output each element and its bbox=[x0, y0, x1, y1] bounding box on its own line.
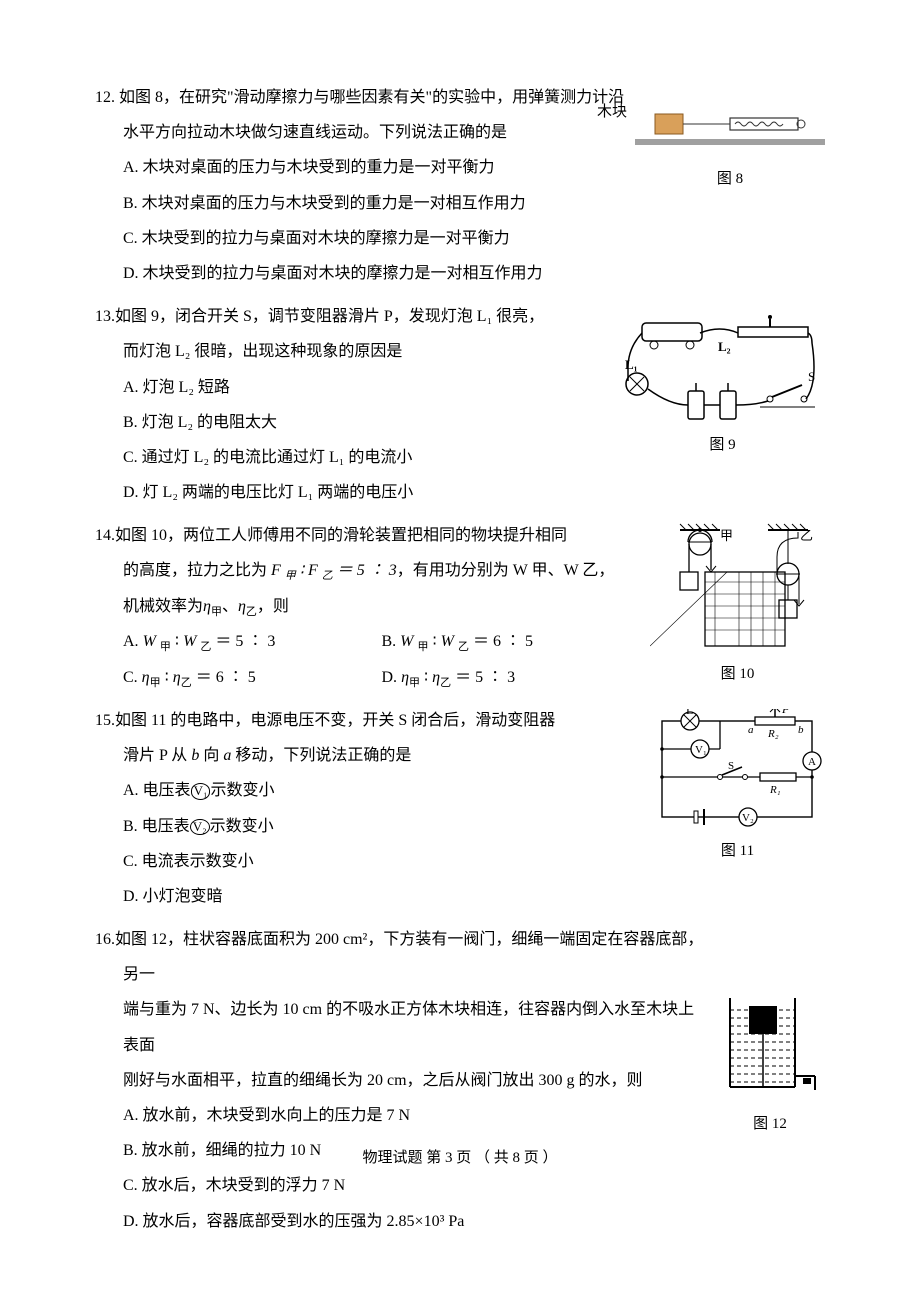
q15-stem1: 15.如图 11 的电路中，电源电压不变，开关 S 闭合后，滑动变阻器 bbox=[95, 703, 825, 738]
q15-optC: C. 电流表示数变小 bbox=[123, 844, 825, 879]
question-15: L P a b R₂ A V₁ S R₁ bbox=[95, 703, 825, 914]
q15-optA: A. 电压表V₁示数变小 bbox=[123, 773, 825, 808]
q14-stem1: 14.如图 10，两位工人师傅用不同的滑轮装置把相同的物块提升相同 bbox=[95, 518, 825, 553]
q14-optC: C. η甲 ∶ η乙 ＝ 6 ∶ 5 bbox=[123, 660, 382, 695]
q15-stem1-text: 如图 11 的电路中，电源电压不变，开关 S 闭合后，滑动变阻器 bbox=[115, 712, 555, 729]
q15-optD: D. 小灯泡变暗 bbox=[123, 879, 825, 914]
q13-stem1: 如图 9，闭合开关 S，调节变阻器滑片 P，发现灯泡 L₁ 很亮， bbox=[115, 308, 544, 325]
q13-optC: C. 通过灯 L₂ 的电流比通过灯 L₁ 的电流小 bbox=[123, 440, 825, 475]
q13-optA: A. 灯泡 L₂ 短路 bbox=[123, 370, 825, 405]
q14-stem2-expr: F 甲 ∶ F 乙 ＝ 5 ∶ 3 bbox=[271, 562, 397, 579]
question-16: 图 12 16.如图 12，柱状容器底面积为 200 cm²，下方装有一阀门，细… bbox=[95, 922, 825, 1239]
footer-pagenum: 3 bbox=[445, 1150, 453, 1166]
footer-prefix: 物理试题 第 bbox=[362, 1150, 441, 1166]
q12-optB: B. 木块对桌面的压力与木块受到的重力是一对相互作用力 bbox=[123, 186, 825, 221]
q16-optD: D. 放水后，容器底部受到水的压强为 2.85×10³ Pa bbox=[123, 1204, 825, 1239]
q12-stem: 12. 如图 8，在研究"滑动摩擦力与哪些因素有关"的实验中，用弹簧测力计沿水平… bbox=[95, 80, 825, 150]
q16-stem2: 端与重为 7 N、边长为 10 cm 的不吸水正方体木块相连，往容器内倒入水至木… bbox=[95, 992, 825, 1062]
q14-stem3: 机械效率为η甲、η乙，则 bbox=[95, 589, 825, 624]
q14-stem2: 的高度，拉力之比为 F 甲 ∶ F 乙 ＝ 5 ∶ 3，有用功分别为 W 甲、W… bbox=[95, 553, 825, 588]
q13-optB: B. 灯泡 L₂ 的电阻太大 bbox=[123, 405, 825, 440]
q15-stem2: 滑片 P 从 b 向 a 移动，下列说法正确的是 bbox=[95, 738, 825, 773]
q12-num: 12. bbox=[95, 89, 115, 106]
q16-stem3: 刚好与水面相平，拉直的细绳长为 20 cm，之后从阀门放出 300 g 的水，则 bbox=[95, 1063, 825, 1098]
q12-optD: D. 木块受到的拉力与桌面对木块的摩擦力是一对相互作用力 bbox=[123, 256, 825, 291]
question-12: 木块 图 8 12. 如图 8，在研究"滑动摩擦力与哪些因素有关"的实验中，用弹… bbox=[95, 80, 825, 291]
q16-stem1: 16.如图 12，柱状容器底面积为 200 cm²，下方装有一阀门，细绳一端固定… bbox=[95, 922, 825, 992]
q16-optC: C. 放水后，木块受到的浮力 7 N bbox=[123, 1168, 825, 1203]
q16-num: 16. bbox=[95, 931, 115, 948]
page-footer: 物理试题 第 3 页 （ 共 8 页 ） bbox=[0, 1146, 920, 1167]
question-13: L₂ L₁ S 图 9 13.如图 9，闭合开关 S，调节变阻器滑片 P，发现灯… bbox=[95, 299, 825, 510]
q13-stem2: 而灯泡 L₂ 很暗，出现这种现象的原因是 bbox=[95, 334, 825, 369]
q12-optA: A. 木块对桌面的压力与木块受到的重力是一对平衡力 bbox=[123, 150, 825, 185]
q16-optA: A. 放水前，木块受到水向上的压力是 7 N bbox=[123, 1098, 825, 1133]
q13-num: 13. bbox=[95, 308, 115, 325]
q15-num: 15. bbox=[95, 712, 115, 729]
q14-optD: D. η甲 ∶ η乙 ＝ 5 ∶ 3 bbox=[382, 660, 641, 695]
q14-optB: B. W 甲 ∶ W 乙 ＝ 6 ∶ 5 bbox=[382, 624, 641, 659]
footer-suffix: 页 （ 共 8 页 ） bbox=[456, 1150, 557, 1166]
q13-stem: 13.如图 9，闭合开关 S，调节变阻器滑片 P，发现灯泡 L₁ 很亮， bbox=[95, 299, 825, 334]
q14-stem2-pre: 的高度，拉力之比为 bbox=[123, 562, 271, 579]
q14-num: 14. bbox=[95, 527, 115, 544]
q14-stem1-text: 如图 10，两位工人师傅用不同的滑轮装置把相同的物块提升相同 bbox=[115, 527, 567, 544]
question-14: 甲 乙 图 10 14.如图 10，两位工人师傅用不同的滑轮装置把相同的物块提升… bbox=[95, 518, 825, 695]
q14-stem2-post: ，有用功分别为 W 甲、W 乙， bbox=[397, 562, 615, 579]
q12-stem-text: 如图 8，在研究"滑动摩擦力与哪些因素有关"的实验中，用弹簧测力计沿水平方向拉动… bbox=[119, 89, 624, 141]
q12-optC: C. 木块受到的拉力与桌面对木块的摩擦力是一对平衡力 bbox=[123, 221, 825, 256]
q13-optD: D. 灯 L₂ 两端的电压比灯 L₁ 两端的电压小 bbox=[123, 475, 825, 510]
q16-stem1-text: 如图 12，柱状容器底面积为 200 cm²，下方装有一阀门，细绳一端固定在容器… bbox=[115, 931, 703, 983]
q14-optA: A. W 甲 ∶ W 乙 ＝ 5 ∶ 3 bbox=[123, 624, 382, 659]
q15-optB: B. 电压表V₂示数变小 bbox=[123, 809, 825, 844]
